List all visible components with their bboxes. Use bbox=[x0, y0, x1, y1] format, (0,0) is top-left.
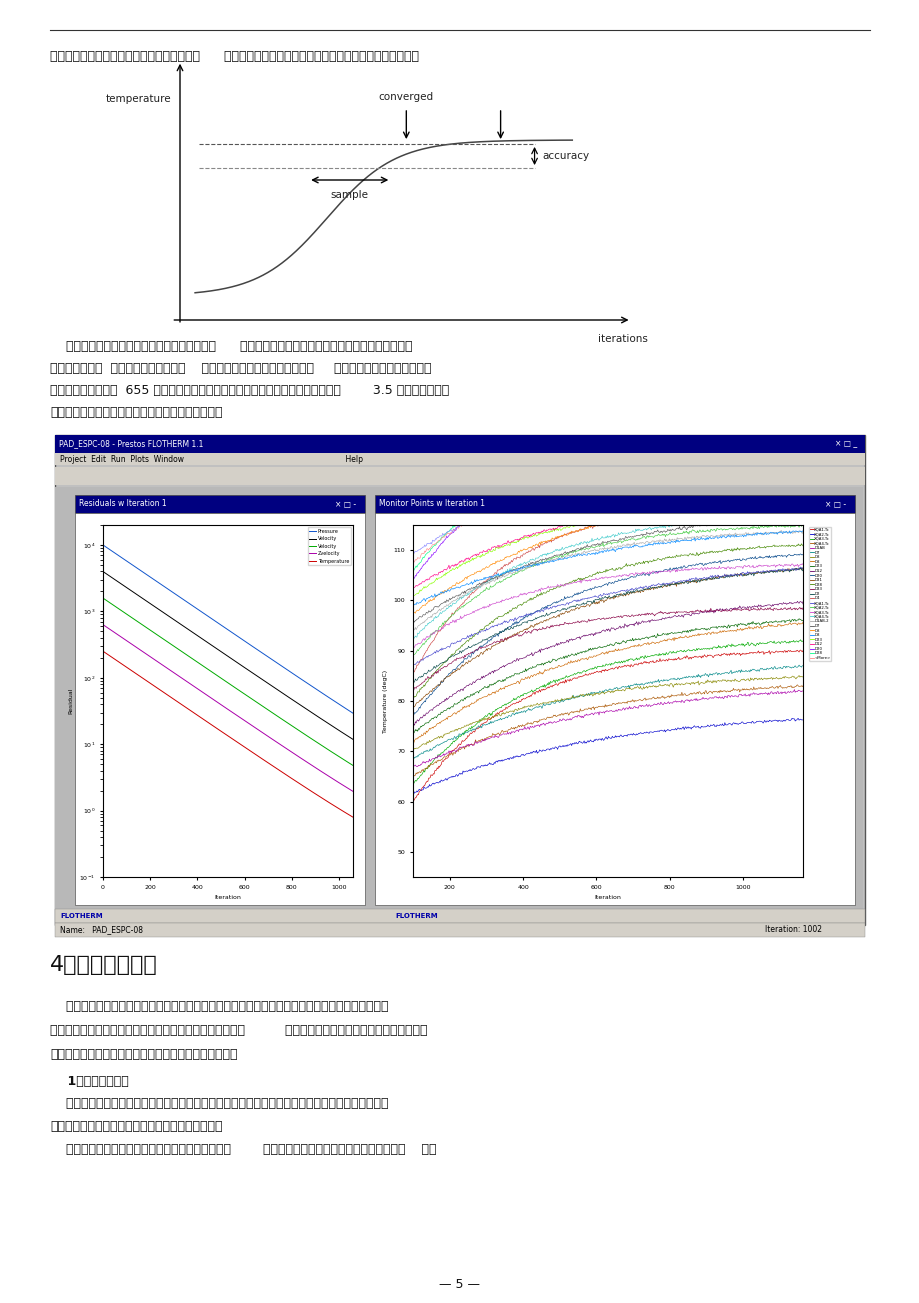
Temperature bbox=[210, 721, 221, 736]
Legend: XQA1-Tc, XQA2-Tc, XQA3-Tc, XQA4-Tc, D1AB, D7, D8, D8, D23, D12, D20, D31, D28, D: XQA1-Tc, XQA2-Tc, XQA3-Tc, XQA4-Tc, D1AB… bbox=[808, 526, 831, 661]
Pressure bbox=[97, 537, 108, 552]
Bar bbox=[55, 453, 864, 465]
Text: iterations: iterations bbox=[597, 335, 647, 344]
Text: × □ -: × □ - bbox=[824, 499, 845, 508]
Text: 致得到的计算结果与实际结果有一定的差异。      遇到这种情况时，需要将自动收敛设置设置的尽量严格些。: 致得到的计算结果与实际结果有一定的差异。 遇到这种情况时，需要将自动收敛设置设置… bbox=[50, 50, 418, 63]
Text: — 5 —: — 5 — bbox=[439, 1278, 480, 1291]
Velocity bbox=[162, 607, 173, 623]
Text: 如下图所示，残差曲线在开始求解之后迅速发散，而温度监控点的曲线也出现了异常。通常来讲，: 如下图所示，残差曲线在开始求解之后迅速发散，而温度监控点的曲线也出现了异常。通常… bbox=[50, 1097, 388, 1110]
Velocity bbox=[142, 620, 153, 636]
Text: converged: converged bbox=[379, 93, 434, 102]
Velocity bbox=[264, 704, 275, 719]
Bar bbox=[375, 513, 854, 906]
Text: 下面是在计算某单板的仿真时遇到残差曲线。      我们可以看到该残差曲线中很多温度监控点的温度都: 下面是在计算某单板的仿真时遇到残差曲线。 我们可以看到该残差曲线中很多温度监控点… bbox=[50, 340, 412, 353]
Text: sample: sample bbox=[330, 190, 369, 199]
Velocity bbox=[286, 718, 297, 734]
Text: temperature: temperature bbox=[106, 94, 171, 104]
Pressure bbox=[210, 614, 221, 629]
X-axis label: Iteration: Iteration bbox=[594, 895, 620, 900]
Zvelocity bbox=[264, 730, 275, 745]
Zvelocity bbox=[97, 616, 108, 632]
Temperature bbox=[142, 674, 153, 689]
Velocity bbox=[347, 731, 358, 747]
Velocity bbox=[286, 691, 297, 706]
Temperature bbox=[97, 644, 108, 659]
Line: Temperature: Temperature bbox=[103, 652, 353, 817]
Text: 设置，那么软件会在  655 步停止计算，计算结果和目前得到的结果相比最大会相差        3.5 度。遇到这种情: 设置，那么软件会在 655 步停止计算，计算结果和目前得到的结果相比最大会相差 … bbox=[50, 384, 448, 397]
Text: Monitor Points w Iteration 1: Monitor Points w Iteration 1 bbox=[379, 499, 484, 508]
Temperature bbox=[347, 809, 358, 825]
Text: 在实际工程应用中，经常会遇到一些有问题的残差曲线，而每种错误残差曲线都有其产生的原因，: 在实际工程应用中，经常会遇到一些有问题的残差曲线，而每种错误残差曲线都有其产生的… bbox=[50, 999, 388, 1012]
Velocity bbox=[210, 667, 221, 683]
Text: 只要依照残差曲线去修改设置就可以得到符合实际的结果。          下面结合实际仿真应用中所遇到的几个有问: 只要依照残差曲线去修改设置就可以得到符合实际的结果。 下面结合实际仿真应用中所遇… bbox=[50, 1024, 427, 1037]
Text: PAD_ESPC-08 - Prestos FLOTHERM 1.1: PAD_ESPC-08 - Prestos FLOTHERM 1.1 bbox=[59, 439, 203, 448]
Pressure bbox=[347, 705, 358, 721]
Text: 况时，若设置自动收敛设置时则需设置的更严格些。: 况时，若设置自动收敛设置时则需设置的更严格些。 bbox=[50, 407, 222, 420]
Temperature bbox=[264, 756, 275, 771]
Pressure bbox=[264, 650, 275, 666]
Text: FLOTHERM: FLOTHERM bbox=[60, 913, 103, 919]
Velocity bbox=[244, 691, 255, 706]
Line: Velocity: Velocity bbox=[103, 598, 353, 765]
Text: 是逐渐上升的，  而且上升的幅度很小。    根据对最终计算结果的粗略统计，     如果采用软件默认的自动收敛: 是逐渐上升的， 而且上升的幅度很小。 根据对最终计算结果的粗略统计， 如果采用软… bbox=[50, 362, 431, 375]
Velocity bbox=[210, 641, 221, 657]
Text: 有三种原因可能会导致残差曲线发散，求解不收敛。: 有三种原因可能会导致残差曲线发散，求解不收敛。 bbox=[50, 1121, 222, 1134]
Velocity bbox=[97, 590, 108, 606]
Text: Project  Edit  Run  Plots  Window                                               : Project Edit Run Plots Window bbox=[60, 455, 363, 464]
Text: accuracy: accuracy bbox=[541, 151, 588, 162]
Bar bbox=[55, 435, 864, 925]
Temperature bbox=[286, 770, 297, 786]
Bar bbox=[55, 923, 864, 937]
Zvelocity bbox=[142, 646, 153, 662]
Bar bbox=[55, 909, 864, 923]
Line: Velocity: Velocity bbox=[103, 572, 353, 739]
X-axis label: Iteration: Iteration bbox=[214, 895, 241, 900]
Temperature bbox=[244, 743, 255, 758]
Line: Zvelocity: Zvelocity bbox=[103, 624, 353, 791]
Pressure bbox=[142, 567, 153, 582]
Velocity bbox=[142, 594, 153, 610]
Velocity bbox=[264, 676, 275, 692]
Text: 4．问题残差曲线: 4．问题残差曲线 bbox=[50, 955, 157, 975]
Velocity bbox=[97, 564, 108, 580]
Zvelocity bbox=[162, 661, 173, 676]
Pressure bbox=[244, 637, 255, 653]
Text: Name:   PAD_ESPC-08: Name: PAD_ESPC-08 bbox=[60, 925, 142, 934]
Pressure bbox=[162, 581, 173, 597]
Bar bbox=[75, 513, 365, 906]
Bar bbox=[375, 495, 854, 513]
Text: × □ -: × □ - bbox=[335, 499, 356, 508]
Zvelocity bbox=[347, 783, 358, 799]
Velocity bbox=[162, 635, 173, 650]
Pressure bbox=[286, 665, 297, 680]
Zvelocity bbox=[210, 693, 221, 709]
Zvelocity bbox=[244, 717, 255, 732]
Text: 最常见的原因是由于系统的模型存在一定的问题，        主要是由于模型不能满足平衡方程的条件。    如密: 最常见的原因是由于系统的模型存在一定的问题， 主要是由于模型不能满足平衡方程的条… bbox=[50, 1143, 436, 1156]
Text: × □ _: × □ _ bbox=[834, 439, 857, 448]
Line: Pressure: Pressure bbox=[103, 545, 353, 713]
Legend: Pressure, Velocity, Velocity, Zvelocity, Temperature: Pressure, Velocity, Velocity, Zvelocity,… bbox=[307, 528, 350, 566]
Bar bbox=[55, 435, 864, 453]
Text: Iteration: 1002: Iteration: 1002 bbox=[765, 925, 821, 934]
Text: 题的残差曲线举例说明实际问题的产生原因与处理方法。: 题的残差曲线举例说明实际问题的产生原因与处理方法。 bbox=[50, 1048, 237, 1061]
Zvelocity bbox=[286, 744, 297, 760]
Y-axis label: Temperature (degC): Temperature (degC) bbox=[383, 670, 388, 732]
Text: Residuals w Iteration 1: Residuals w Iteration 1 bbox=[79, 499, 166, 508]
Velocity bbox=[244, 663, 255, 679]
Text: 1）残差曲线发散: 1）残差曲线发散 bbox=[50, 1075, 129, 1088]
Bar bbox=[75, 495, 365, 513]
Temperature bbox=[162, 687, 173, 702]
Y-axis label: Residual: Residual bbox=[69, 688, 74, 714]
Bar bbox=[55, 466, 864, 485]
Velocity bbox=[347, 757, 358, 773]
Bar bbox=[55, 487, 862, 917]
Text: FLOTHERM: FLOTHERM bbox=[394, 913, 437, 919]
